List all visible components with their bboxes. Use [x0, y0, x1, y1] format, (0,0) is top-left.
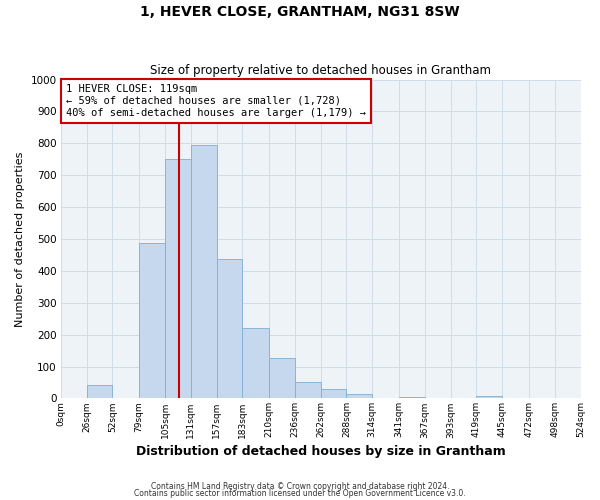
Bar — [165, 160, 191, 398]
Bar — [269, 358, 295, 399]
Y-axis label: Number of detached properties: Number of detached properties — [15, 152, 25, 326]
Bar — [476, 396, 502, 398]
Bar — [346, 394, 372, 398]
Text: 1 HEVER CLOSE: 119sqm
← 59% of detached houses are smaller (1,728)
40% of semi-d: 1 HEVER CLOSE: 119sqm ← 59% of detached … — [66, 84, 366, 117]
Title: Size of property relative to detached houses in Grantham: Size of property relative to detached ho… — [150, 64, 491, 77]
Bar — [191, 145, 217, 399]
Text: 1, HEVER CLOSE, GRANTHAM, NG31 8SW: 1, HEVER CLOSE, GRANTHAM, NG31 8SW — [140, 5, 460, 19]
Bar — [399, 397, 425, 398]
Text: Contains public sector information licensed under the Open Government Licence v3: Contains public sector information licen… — [134, 490, 466, 498]
Bar — [295, 382, 320, 398]
Text: Contains HM Land Registry data © Crown copyright and database right 2024.: Contains HM Land Registry data © Crown c… — [151, 482, 449, 491]
Bar — [139, 243, 165, 398]
Bar — [217, 259, 242, 398]
X-axis label: Distribution of detached houses by size in Grantham: Distribution of detached houses by size … — [136, 444, 506, 458]
Bar — [320, 390, 346, 398]
Bar — [242, 328, 269, 398]
Bar — [86, 384, 112, 398]
